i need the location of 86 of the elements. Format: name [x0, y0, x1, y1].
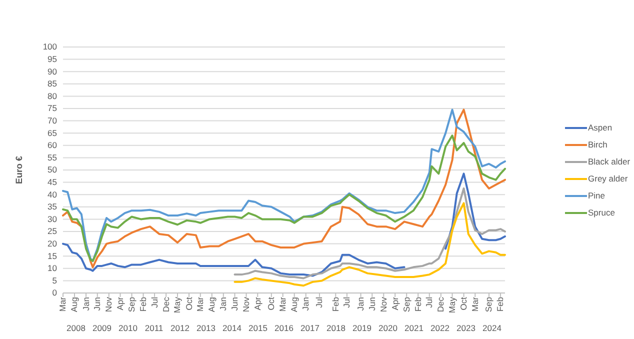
x-tick-label: Apr [390, 296, 400, 310]
y-tick-label: 75 [48, 103, 58, 114]
y-tick-label: 25 [48, 226, 58, 236]
x-tick-label: Aug [206, 296, 217, 312]
text: 2022 [430, 323, 450, 333]
x-tick-label: Aug [69, 296, 80, 312]
y-tick-label: 95 [48, 54, 58, 64]
x-tick-label: Jul [342, 296, 352, 308]
x-tick-label: Oct [184, 296, 194, 310]
y-tick-label: 40 [48, 189, 58, 200]
x-tick-label: Jan [300, 296, 311, 311]
y-tick-label: 65 [48, 128, 58, 138]
line-series [234, 187, 506, 280]
x-tick-label: Apr [252, 296, 262, 310]
x-tick-label: Dec [160, 296, 171, 312]
legend-label: Grey alder [588, 174, 628, 184]
y-tick-label: 50 [48, 164, 58, 175]
x-tick-label: Feb [495, 296, 506, 312]
text: 2021 [404, 323, 424, 333]
x-tick-label: Oct [458, 296, 468, 310]
x-tick-label: May [446, 296, 457, 314]
x-tick-label: Mar [470, 296, 480, 312]
y-tick-label: 0 [52, 288, 58, 298]
y-tick-label: 100 [42, 42, 58, 52]
x-tick-label: Aug [289, 296, 300, 312]
legend-label: Spruce [588, 208, 616, 218]
text: 2008 [66, 323, 86, 333]
y-tick-label: 60 [48, 140, 58, 150]
x-tick-label: Jun [229, 296, 240, 311]
text: 2013 [196, 323, 216, 333]
y-tick-label: 80 [48, 90, 58, 101]
y-tick-label: 45 [48, 177, 58, 188]
x-tick-label: Sep [401, 296, 412, 312]
y-tick-label: 30 [48, 214, 58, 224]
text: 2010 [118, 323, 138, 333]
line-series [234, 202, 506, 287]
x-tick-label: Jan [80, 296, 91, 311]
y-tick-label: 55 [48, 152, 58, 162]
x-tick-label: Feb [138, 296, 148, 312]
line-series [62, 134, 506, 262]
x-tick-label: Mar [278, 296, 288, 312]
x-tick-label: May [172, 296, 182, 314]
text: 2015 [248, 323, 268, 333]
text: 2014 [222, 323, 242, 333]
text: 2024 [482, 323, 502, 333]
y-tick-label: 35 [48, 202, 58, 212]
legend-label: Birch [588, 140, 608, 150]
x-tick-label: Nov [104, 296, 114, 312]
x-tick-label: Jan [218, 296, 228, 311]
legend-label: Pine [588, 190, 606, 201]
y-tick-label: 90 [48, 66, 58, 76]
y-tick-label: 10 [48, 263, 58, 274]
text: 2020 [378, 323, 398, 333]
text: 2016 [274, 323, 294, 333]
y-tick-label: 20 [48, 238, 58, 249]
y-axis-title: Euro € [14, 156, 24, 184]
x-tick-label: Nov [378, 296, 388, 312]
text: 2011 [144, 323, 164, 333]
x-tick-label: Nov [240, 296, 251, 312]
x-tick-label: Mar [195, 296, 206, 312]
text: 2023 [456, 323, 476, 333]
x-tick-label: Feb [412, 296, 423, 312]
text: 2018 [326, 323, 346, 333]
x-tick-label: Jun [366, 296, 377, 311]
x-tick-label: Sep [484, 296, 494, 312]
x-tick-label: Sep [126, 296, 136, 312]
y-tick-label: 5 [52, 275, 58, 286]
x-tick-label: Jul [149, 296, 160, 308]
x-tick-label: Apr [114, 296, 125, 310]
legend-label: Black alder [588, 156, 630, 167]
text: 2017 [300, 323, 320, 333]
x-tick-label: Jan [355, 296, 366, 311]
legend-label: Aspen [588, 122, 612, 133]
x-tick-label: Dec [436, 296, 446, 312]
x-tick-label: Oct [266, 296, 276, 310]
text: 2009 [92, 323, 112, 333]
text: 2019 [352, 323, 372, 333]
x-tick-label: Jul [314, 296, 324, 308]
y-tick-label: 15 [48, 250, 58, 261]
x-tick-label: Feb [330, 296, 340, 312]
x-tick-label: Jul [424, 296, 434, 308]
text: 2012 [170, 323, 190, 333]
y-tick-label: 85 [48, 78, 58, 89]
x-tick-label: Jun [92, 296, 102, 311]
y-tick-label: 70 [48, 116, 58, 126]
x-tick-label: Mar [58, 296, 68, 312]
